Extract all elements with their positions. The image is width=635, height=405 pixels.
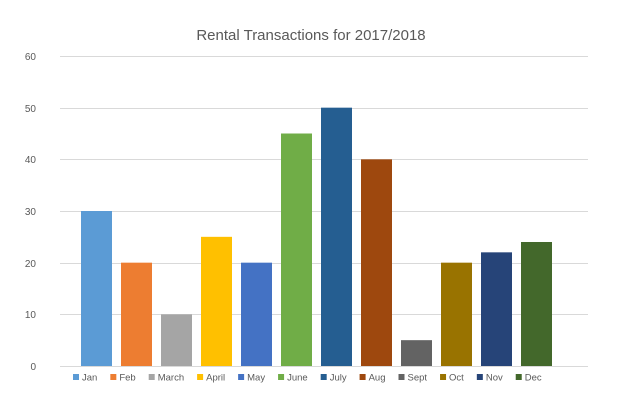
legend-swatch xyxy=(398,374,405,380)
y-tick-label: 30 xyxy=(25,207,37,218)
legend-item-dec: Dec xyxy=(515,373,542,384)
legend-item-nov: Nov xyxy=(476,373,503,384)
legend-item-june: June xyxy=(278,373,308,384)
y-tick-label: 20 xyxy=(25,259,37,270)
bar-july xyxy=(321,107,352,367)
bar-jan xyxy=(81,211,112,366)
legend-swatch xyxy=(440,374,447,380)
legend-label: Oct xyxy=(449,373,464,384)
legend-item-feb: Feb xyxy=(110,373,136,384)
bar-oct xyxy=(441,262,472,366)
legend-label: Jan xyxy=(82,373,97,384)
legend-label: May xyxy=(247,373,265,384)
bar-feb xyxy=(121,262,152,366)
legend-swatch xyxy=(515,374,522,380)
y-tick-label: 10 xyxy=(25,310,37,321)
bars xyxy=(81,107,552,367)
legend-item-april: April xyxy=(197,373,225,384)
chart-title: Rental Transactions for 2017/2018 xyxy=(196,27,425,44)
legend-item-jan: Jan xyxy=(73,373,97,384)
y-tick-label: 50 xyxy=(25,104,37,115)
legend-label: March xyxy=(158,373,184,384)
legend-swatch xyxy=(476,374,483,380)
legend-swatch xyxy=(320,374,327,380)
legend-swatch xyxy=(197,374,204,380)
legend-swatch xyxy=(278,374,285,380)
y-tick-label: 60 xyxy=(25,52,37,63)
legend-item-may: May xyxy=(238,373,265,384)
legend-item-march: March xyxy=(148,373,184,384)
bar-sept xyxy=(401,340,432,366)
bar-aug xyxy=(361,159,392,366)
y-axis-tick-labels: 0 10 20 30 40 50 60 xyxy=(25,52,37,373)
legend-swatch xyxy=(110,374,117,380)
legend-item-sept: Sept xyxy=(398,373,428,384)
legend-label: April xyxy=(206,373,225,384)
legend-swatch xyxy=(359,374,366,380)
bar-june xyxy=(281,133,312,366)
legend-label: July xyxy=(330,373,347,384)
legend-item-july: July xyxy=(320,373,347,384)
legend-swatch xyxy=(238,374,245,380)
y-tick-label: 0 xyxy=(30,362,36,373)
legend-label: Dec xyxy=(525,373,542,384)
legend-swatch xyxy=(73,374,79,380)
legend-label: Nov xyxy=(486,373,503,384)
legend-item-oct: Oct xyxy=(440,373,464,384)
legend-swatch xyxy=(148,374,155,380)
legend-item-aug: Aug xyxy=(359,373,386,384)
legend-label: Feb xyxy=(119,373,135,384)
legend-label: Aug xyxy=(369,373,386,384)
bar-april xyxy=(201,236,232,366)
y-tick-label: 40 xyxy=(25,155,37,166)
legend: Jan Feb March April May June July Aug Sept Oct Nov… xyxy=(73,373,542,384)
bar-nov xyxy=(481,252,512,366)
legend-label: June xyxy=(287,373,308,384)
legend-label: Sept xyxy=(408,373,428,384)
bar-march xyxy=(161,314,192,366)
bar-may xyxy=(241,262,272,366)
bar-dec xyxy=(521,242,552,366)
